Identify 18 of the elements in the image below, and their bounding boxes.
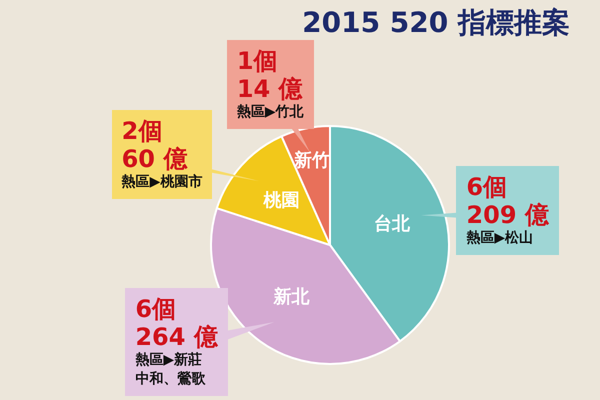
slice-label: 新竹 (293, 150, 330, 171)
slice-label: 桃園 (262, 190, 300, 211)
text: 熱區▶新莊 (135, 352, 202, 368)
data-label: 6個 (135, 295, 178, 323)
chart-title: 2015 520 指標推案 (302, 5, 570, 41)
text: 209 億 (466, 200, 549, 229)
text: 264 億 (135, 323, 218, 351)
text: 熱區▶松山 (466, 230, 534, 246)
data-label: 2個 (122, 116, 163, 145)
text: 中和、鶯歌 (135, 371, 206, 387)
data-label: 1個 (236, 47, 278, 75)
text: 熱區▶桃園市 (122, 174, 202, 190)
text: 60 億 (122, 144, 188, 173)
text: 14 億 (236, 75, 303, 103)
text: 熱區▶竹北 (236, 104, 304, 120)
slice-label: 新北 (272, 286, 311, 308)
slice-label: 台北 (374, 213, 412, 234)
data-label: 6個 (466, 172, 508, 201)
